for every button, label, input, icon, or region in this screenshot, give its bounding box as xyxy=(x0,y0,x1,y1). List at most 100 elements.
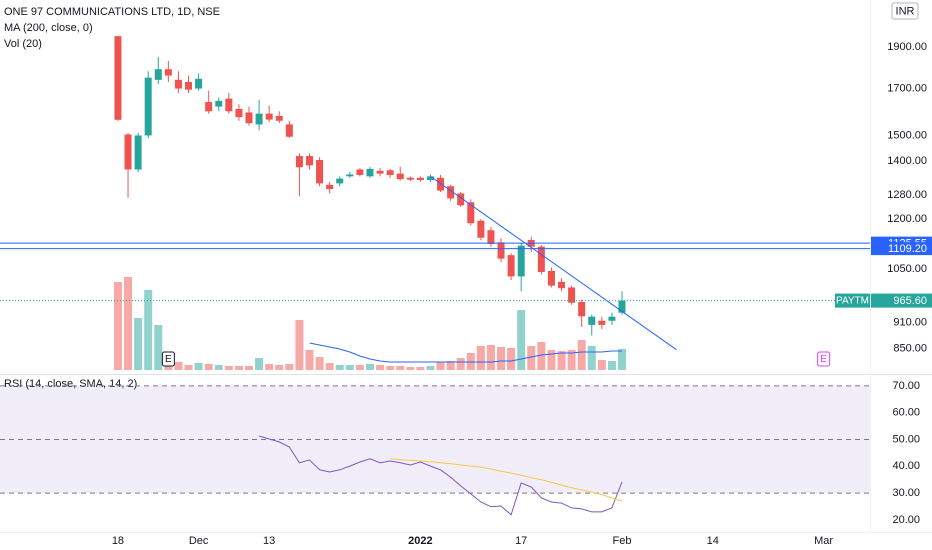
candle-body xyxy=(558,281,566,289)
candle-body xyxy=(285,124,293,137)
volume-bar xyxy=(355,365,364,370)
indicator-label: MA (200, close, 0) xyxy=(4,22,93,34)
candle-body xyxy=(215,100,223,107)
candle-body xyxy=(447,186,455,199)
candle-body xyxy=(174,79,182,89)
volume-bar xyxy=(497,347,506,370)
candle-body xyxy=(497,242,505,259)
candle-body xyxy=(588,316,596,325)
candle-body xyxy=(426,176,434,181)
candle-body xyxy=(487,230,495,244)
candle-body xyxy=(517,245,525,277)
volume-bar xyxy=(416,367,425,370)
volume-bar xyxy=(618,349,627,370)
candle-body xyxy=(366,168,374,177)
volume-bar xyxy=(184,365,193,370)
candle-body xyxy=(346,174,354,177)
x-tick-label: Dec xyxy=(189,535,209,547)
x-tick-label: 17 xyxy=(515,535,527,547)
candle-body xyxy=(265,113,273,120)
volume-bar xyxy=(396,366,405,370)
volume-bar xyxy=(426,366,435,370)
volume-bar xyxy=(527,346,536,370)
candle-body xyxy=(185,81,193,90)
candle-body xyxy=(356,169,364,175)
volume-bar xyxy=(265,364,274,370)
earnings-marker xyxy=(161,351,175,367)
indicator-label: Vol (20) xyxy=(4,38,42,50)
volume-bar xyxy=(285,364,294,370)
price-tag-label: 965.60 xyxy=(893,295,927,307)
volume-bar xyxy=(325,363,334,370)
candle-body xyxy=(144,77,152,136)
candle-body xyxy=(416,177,424,181)
volume-bar xyxy=(376,365,385,370)
volume-bar xyxy=(345,365,354,370)
candle-body xyxy=(316,160,324,184)
currency-badge[interactable] xyxy=(891,2,919,20)
y-tick-label: 70.00 xyxy=(892,380,920,392)
volume-bar xyxy=(486,345,495,370)
symbol-tag-label: PAYTM xyxy=(836,296,869,307)
candle-body xyxy=(386,170,394,175)
indicator-label: RSI (14, close, SMA, 14, 2) xyxy=(4,378,137,390)
volume-bar xyxy=(214,365,223,370)
candle-body xyxy=(305,156,313,166)
candle-body xyxy=(154,69,162,80)
y-tick-label: 20.00 xyxy=(892,514,920,526)
volume-bar xyxy=(335,365,344,370)
y-tick-label: 40.00 xyxy=(892,460,920,472)
volume-bar xyxy=(587,346,596,370)
volume-bar xyxy=(144,290,153,370)
y-tick-label: 1200.00 xyxy=(887,213,927,225)
candle-body xyxy=(547,270,555,286)
symbol-tag xyxy=(835,293,870,308)
candle-body xyxy=(406,177,414,180)
volume-bar xyxy=(204,364,213,370)
candle-body xyxy=(205,102,213,112)
volume-bar xyxy=(224,366,233,370)
price-tag xyxy=(871,242,932,256)
volume-bar xyxy=(507,348,516,370)
candle-body xyxy=(618,300,626,313)
candle-body xyxy=(336,178,344,184)
volume-bar xyxy=(113,282,122,370)
volume-bar xyxy=(567,350,576,370)
candle-body xyxy=(114,36,122,120)
candle-body xyxy=(164,69,172,76)
candle-body xyxy=(295,156,303,168)
candle-body xyxy=(195,78,203,89)
x-tick-label: Mar xyxy=(814,535,833,547)
candle-body xyxy=(396,173,404,180)
volume-bar xyxy=(436,362,445,370)
volume-bar xyxy=(255,358,264,370)
candle-body xyxy=(467,202,475,224)
volume-bar xyxy=(194,363,203,370)
volume-bar xyxy=(134,318,143,370)
volume-bar xyxy=(607,361,616,370)
volume-ma xyxy=(309,342,622,363)
x-tick-label: 18 xyxy=(112,535,124,547)
price-tag-label: 1109.20 xyxy=(888,243,927,255)
candle-body xyxy=(477,220,485,238)
candle-body xyxy=(326,184,334,190)
volume-bar xyxy=(245,366,254,370)
candle-body xyxy=(124,134,132,170)
volume-bar xyxy=(446,361,455,370)
y-tick-label: 910.00 xyxy=(893,317,927,329)
volume-bar xyxy=(406,367,415,370)
candle-body xyxy=(225,98,233,112)
volume-bar xyxy=(476,346,485,370)
earnings-label: E xyxy=(165,354,172,365)
volume-bar xyxy=(597,360,606,370)
x-tick-label: 2022 xyxy=(408,535,432,547)
rsi-line xyxy=(390,458,623,502)
volume-bar xyxy=(547,350,556,370)
volume-bar xyxy=(456,358,465,370)
candle-body xyxy=(437,177,445,191)
y-tick-label: 30.00 xyxy=(892,487,920,499)
rsi-line xyxy=(258,435,623,516)
candle-body xyxy=(598,320,606,325)
candle-body xyxy=(578,301,586,317)
